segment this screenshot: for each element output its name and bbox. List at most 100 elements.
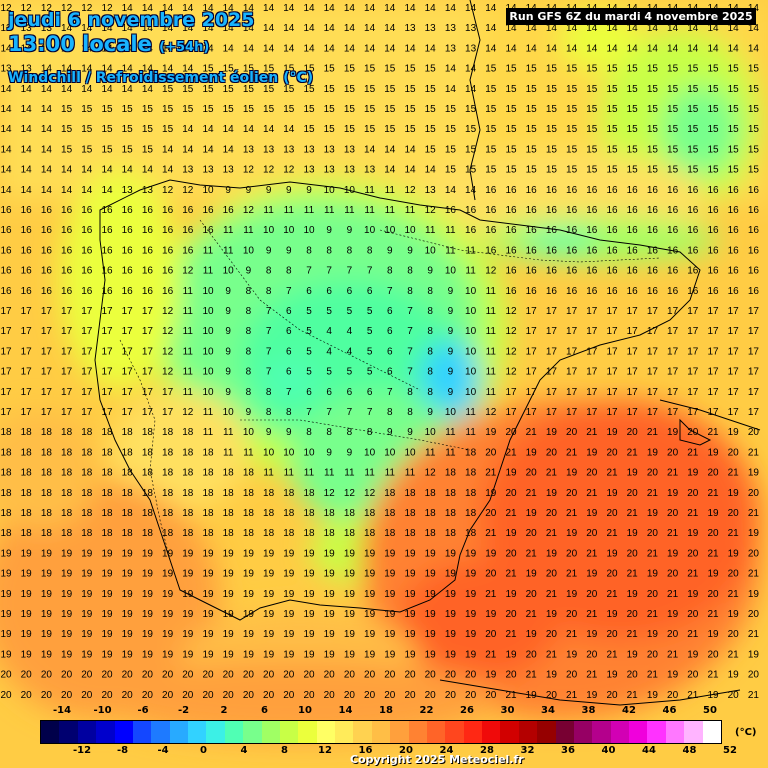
legend-swatch <box>335 721 354 743</box>
grid-value: 19 <box>142 589 154 600</box>
grid-value: 19 <box>606 548 618 559</box>
grid-value: 17 <box>566 387 578 398</box>
grid-value: 7 <box>347 266 353 277</box>
grid-value: 18 <box>61 488 73 499</box>
grid-value: 15 <box>101 144 113 155</box>
grid-value: 15 <box>61 124 73 135</box>
grid-value: 19 <box>41 548 53 559</box>
grid-value: 5 <box>367 326 373 337</box>
legend-swatch <box>463 721 482 743</box>
grid-value: 14 <box>344 3 356 14</box>
grid-value: 16 <box>21 245 33 256</box>
grid-value: 19 <box>223 569 235 580</box>
grid-value: 16 <box>142 205 154 216</box>
grid-value: 19 <box>505 528 517 539</box>
grid-value: 16 <box>61 205 73 216</box>
grid-value: 17 <box>586 387 598 398</box>
grid-value: 15 <box>445 124 457 135</box>
grid-value: 15 <box>465 124 477 135</box>
grid-value: 14 <box>142 3 154 14</box>
grid-value: 13 <box>41 23 53 34</box>
grid-value: 21 <box>546 528 558 539</box>
grid-value: 17 <box>748 346 760 357</box>
grid-value: 18 <box>404 528 416 539</box>
grid-value: 15 <box>728 165 740 176</box>
grid-value: 16 <box>687 245 699 256</box>
grid-value: 18 <box>101 427 113 438</box>
grid-value: 21 <box>627 569 639 580</box>
grid-value: 18 <box>101 447 113 458</box>
grid-value: 14 <box>81 84 93 95</box>
grid-value: 9 <box>266 185 272 196</box>
grid-value: 9 <box>427 407 433 418</box>
grid-value: 20 <box>627 670 639 681</box>
grid-value: 21 <box>485 649 497 660</box>
grid-value: 19 <box>465 569 477 580</box>
legend-unit: (°C) <box>735 727 757 738</box>
grid-value: 14 <box>0 144 12 155</box>
grid-value: 18 <box>122 427 134 438</box>
grid-value: 18 <box>465 488 477 499</box>
grid-value: 20 <box>728 629 740 640</box>
grid-value: 17 <box>81 326 93 337</box>
grid-value: 11 <box>445 427 456 438</box>
grid-value: 15 <box>526 165 538 176</box>
legend-label-upper: -14 <box>52 705 72 716</box>
grid-value: 14 <box>647 23 659 34</box>
grid-value: 15 <box>384 104 396 115</box>
grid-value: 20 <box>748 427 760 438</box>
grid-value: 19 <box>324 589 336 600</box>
grid-value: 17 <box>41 387 53 398</box>
grid-value: 21 <box>505 508 517 519</box>
grid-value: 17 <box>101 346 113 357</box>
grid-value: 19 <box>162 548 174 559</box>
grid-value: 19 <box>647 508 659 519</box>
grid-value: 15 <box>667 84 679 95</box>
grid-value: 10 <box>223 407 235 418</box>
grid-value: 14 <box>404 3 416 14</box>
grid-value: 15 <box>627 104 639 115</box>
grid-value: 19 <box>223 548 235 559</box>
grid-value: 16 <box>465 225 477 236</box>
grid-value: 9 <box>387 427 393 438</box>
grid-value: 21 <box>748 569 760 580</box>
grid-value: 19 <box>162 649 174 660</box>
grid-value: 14 <box>223 144 235 155</box>
grid-value: 15 <box>647 64 659 75</box>
grid-value: 19 <box>223 629 235 640</box>
grid-value: 20 <box>586 468 598 479</box>
grid-value: 10 <box>425 245 437 256</box>
grid-value: 17 <box>606 367 618 378</box>
grid-value: 17 <box>728 367 740 378</box>
grid-value: 14 <box>162 165 174 176</box>
grid-value: 15 <box>667 165 679 176</box>
legend-swatch <box>114 721 133 743</box>
grid-value: 21 <box>687 508 699 519</box>
grid-value: 14 <box>425 165 437 176</box>
legend-label-lower: 16 <box>358 745 373 756</box>
grid-value: 18 <box>142 427 154 438</box>
grid-value: 19 <box>465 589 477 600</box>
grid-value: 6 <box>387 346 393 357</box>
grid-value: 11 <box>465 245 476 256</box>
grid-value: 9 <box>225 367 231 378</box>
legend-label-upper: 26 <box>460 705 474 716</box>
grid-value: 15 <box>526 64 538 75</box>
grid-value: 11 <box>324 205 335 216</box>
grid-value: 14 <box>122 43 134 54</box>
grid-value: 7 <box>306 266 312 277</box>
grid-value: 20 <box>647 649 659 660</box>
grid-value: 16 <box>162 205 174 216</box>
grid-value: 16 <box>142 286 154 297</box>
grid-value: 16 <box>687 225 699 236</box>
legend-label-lower: 12 <box>318 745 332 756</box>
grid-value: 17 <box>526 306 538 317</box>
grid-value: 14 <box>0 84 12 95</box>
value-grid: 12 12 12 12 12 12 14 14 14 14 14 14 14 14 14 14 14 14 14 14… <box>0 3 759 701</box>
grid-value: 5 <box>367 367 373 378</box>
grid-value: 21 <box>687 447 699 458</box>
grid-value: 19 <box>445 609 457 620</box>
grid-value: 17 <box>687 387 699 398</box>
grid-value: 17 <box>627 306 639 317</box>
grid-value: 5 <box>326 306 332 317</box>
